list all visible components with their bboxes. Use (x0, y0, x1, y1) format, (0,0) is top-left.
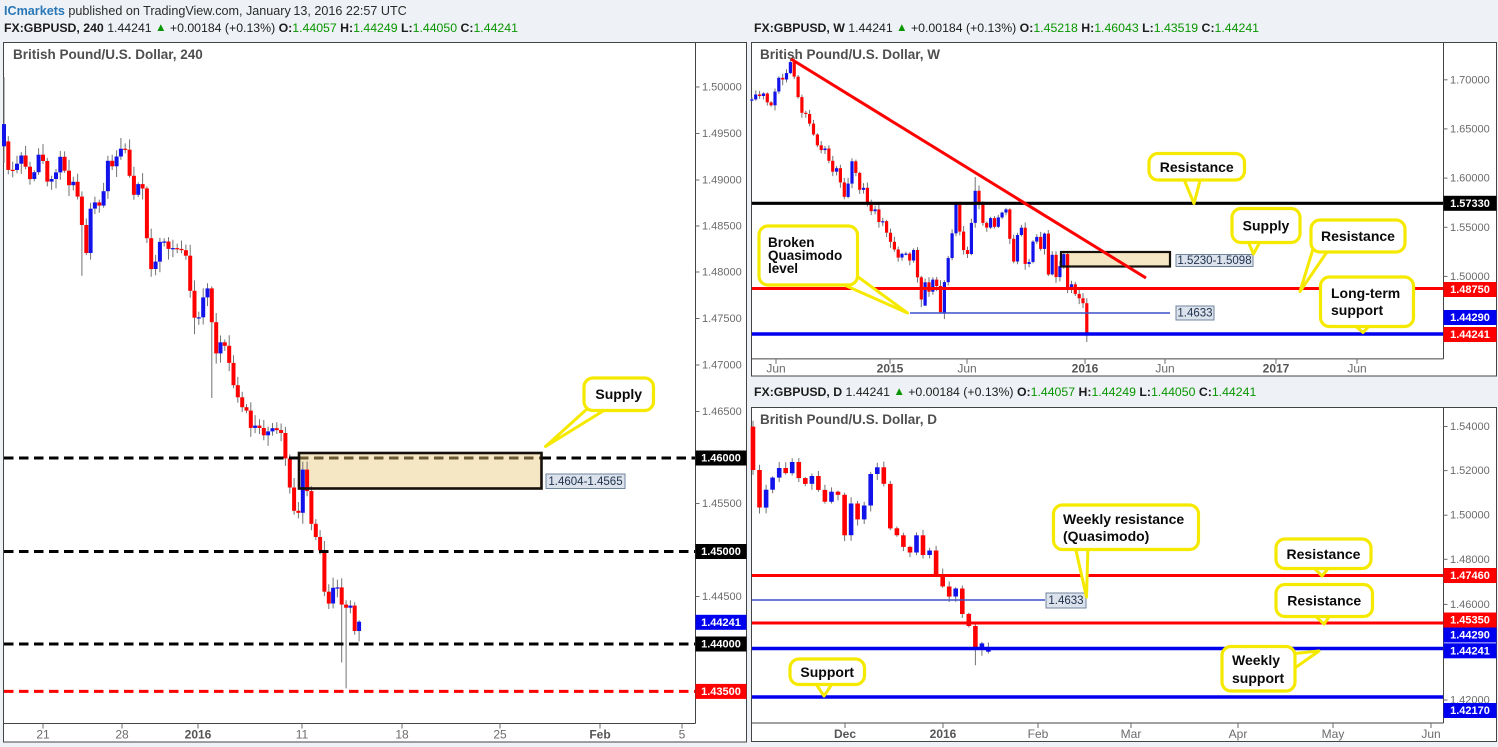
svg-text:FX:GBPUSD, 240 1.44241 ▲ +0.00: FX:GBPUSD, 240 1.44241 ▲ +0.00184 (+0.13… (4, 21, 518, 35)
svg-text:1.47460: 1.47460 (1450, 570, 1490, 582)
svg-text:Supply: Supply (595, 386, 642, 402)
svg-text:Resistance: Resistance (1160, 159, 1234, 175)
svg-text:Long-term: Long-term (1331, 285, 1400, 301)
svg-text:1.4604-1.4565: 1.4604-1.4565 (548, 476, 622, 488)
svg-text:British Pound/U.S. Dollar, D: British Pound/U.S. Dollar, D (760, 412, 937, 427)
svg-text:1.47500: 1.47500 (702, 313, 742, 325)
svg-text:28: 28 (115, 728, 129, 742)
svg-text:FX:GBPUSD, D 1.44241 ▲ +0.0018: FX:GBPUSD, D 1.44241 ▲ +0.00184 (+0.13%)… (754, 385, 1256, 399)
svg-text:FX:GBPUSD, W 1.44241 ▲ +0.0018: FX:GBPUSD, W 1.44241 ▲ +0.00184 (+0.13%)… (754, 21, 1259, 35)
svg-text:18: 18 (395, 728, 409, 742)
svg-text:1.43500: 1.43500 (701, 686, 741, 698)
svg-text:1.44000: 1.44000 (701, 639, 741, 651)
svg-text:1.50000: 1.50000 (702, 82, 742, 94)
svg-text:1.65000: 1.65000 (1450, 123, 1490, 135)
svg-text:1.48750: 1.48750 (1450, 284, 1490, 296)
svg-text:2016: 2016 (185, 728, 212, 742)
svg-text:Jun: Jun (1155, 362, 1174, 376)
svg-text:1.50000: 1.50000 (1450, 271, 1490, 283)
svg-text:1.46500: 1.46500 (702, 406, 742, 418)
svg-text:(Quasimodo): (Quasimodo) (1063, 528, 1149, 544)
svg-text:Dec: Dec (834, 727, 856, 741)
svg-text:1.42170: 1.42170 (1450, 705, 1490, 717)
svg-text:25: 25 (493, 728, 507, 742)
svg-text:Apr: Apr (1229, 727, 1248, 741)
svg-text:Weekly: Weekly (1232, 652, 1280, 668)
svg-text:1.60000: 1.60000 (1450, 173, 1490, 185)
svg-text:Support: Support (800, 664, 854, 680)
svg-text:May: May (1322, 727, 1345, 741)
svg-text:2016: 2016 (1072, 362, 1099, 376)
svg-text:1.4633: 1.4633 (1177, 308, 1212, 320)
svg-text:2017: 2017 (1263, 362, 1290, 376)
svg-text:Resistance: Resistance (1321, 228, 1395, 244)
svg-text:1.52000: 1.52000 (1450, 465, 1490, 477)
svg-text:support: support (1232, 670, 1284, 686)
svg-text:1.45500: 1.45500 (702, 498, 742, 510)
svg-text:Resistance: Resistance (1287, 546, 1361, 562)
svg-text:1.4633: 1.4633 (1048, 595, 1083, 607)
svg-text:11: 11 (296, 728, 309, 742)
svg-text:Weekly resistance: Weekly resistance (1063, 511, 1184, 527)
svg-text:Broken: Broken (768, 235, 815, 250)
svg-text:British Pound/U.S. Dollar, 240: British Pound/U.S. Dollar, 240 (13, 47, 203, 62)
svg-text:2015: 2015 (877, 362, 904, 376)
svg-text:1.5230-1.5098: 1.5230-1.5098 (1177, 255, 1251, 267)
svg-text:21: 21 (36, 728, 50, 742)
svg-text:1.44241: 1.44241 (701, 617, 741, 629)
svg-text:Feb: Feb (589, 728, 610, 742)
svg-text:1.49000: 1.49000 (702, 175, 742, 187)
svg-text:1.70000: 1.70000 (1450, 74, 1490, 86)
svg-text:ICmarkets published on Trading: ICmarkets published on TradingView.com, … (4, 4, 407, 18)
svg-text:level: level (768, 261, 798, 276)
svg-text:1.46000: 1.46000 (1450, 599, 1490, 611)
svg-text:1.46000: 1.46000 (701, 453, 741, 465)
svg-text:support: support (1331, 302, 1383, 318)
svg-text:Jun: Jun (1421, 727, 1440, 741)
svg-text:Feb: Feb (1028, 727, 1049, 741)
svg-text:1.44290: 1.44290 (1450, 630, 1490, 642)
svg-text:1.45000: 1.45000 (701, 546, 741, 558)
svg-text:Quasimodo: Quasimodo (768, 248, 842, 263)
svg-text:Supply: Supply (1243, 218, 1290, 234)
svg-text:Jun: Jun (1347, 362, 1366, 376)
svg-text:1.57330: 1.57330 (1450, 198, 1490, 210)
svg-text:Jun: Jun (766, 362, 785, 376)
svg-text:1.45350: 1.45350 (1450, 615, 1490, 627)
svg-text:1.54000: 1.54000 (1450, 421, 1490, 433)
svg-text:1.55000: 1.55000 (1450, 222, 1490, 234)
svg-text:1.48000: 1.48000 (1450, 554, 1490, 566)
svg-text:1.44290: 1.44290 (1450, 312, 1490, 324)
svg-text:Resistance: Resistance (1287, 593, 1361, 609)
svg-text:1.44500: 1.44500 (702, 591, 742, 603)
svg-text:British Pound/U.S. Dollar, W: British Pound/U.S. Dollar, W (760, 47, 940, 62)
svg-text:2016: 2016 (930, 727, 957, 741)
svg-text:Jun: Jun (957, 362, 976, 376)
svg-text:Mar: Mar (1121, 727, 1142, 741)
svg-text:5: 5 (679, 728, 686, 742)
svg-text:1.48000: 1.48000 (702, 267, 742, 279)
svg-text:1.44241: 1.44241 (1450, 645, 1490, 657)
svg-text:1.48500: 1.48500 (702, 221, 742, 233)
svg-text:1.47000: 1.47000 (702, 360, 742, 372)
svg-text:1.44241: 1.44241 (1450, 329, 1490, 341)
svg-text:1.50000: 1.50000 (1450, 510, 1490, 522)
svg-text:1.49500: 1.49500 (702, 128, 742, 140)
